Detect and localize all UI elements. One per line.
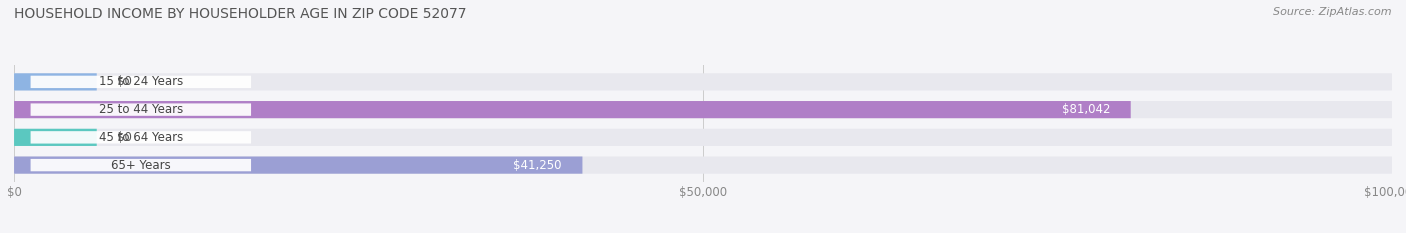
FancyBboxPatch shape (31, 76, 252, 88)
Text: 15 to 24 Years: 15 to 24 Years (98, 75, 183, 88)
Text: $0: $0 (118, 75, 132, 88)
Text: $81,042: $81,042 (1062, 103, 1111, 116)
FancyBboxPatch shape (14, 129, 97, 146)
FancyBboxPatch shape (14, 157, 1392, 174)
FancyBboxPatch shape (14, 101, 1392, 118)
FancyBboxPatch shape (14, 101, 1130, 118)
Text: $0: $0 (118, 131, 132, 144)
FancyBboxPatch shape (31, 103, 252, 116)
FancyBboxPatch shape (14, 73, 97, 90)
FancyBboxPatch shape (14, 73, 1392, 90)
Text: HOUSEHOLD INCOME BY HOUSEHOLDER AGE IN ZIP CODE 52077: HOUSEHOLD INCOME BY HOUSEHOLDER AGE IN Z… (14, 7, 467, 21)
Text: Source: ZipAtlas.com: Source: ZipAtlas.com (1274, 7, 1392, 17)
FancyBboxPatch shape (14, 157, 582, 174)
Text: $41,250: $41,250 (513, 159, 562, 171)
FancyBboxPatch shape (31, 159, 252, 171)
FancyBboxPatch shape (14, 129, 1392, 146)
Text: 65+ Years: 65+ Years (111, 159, 170, 171)
Text: 45 to 64 Years: 45 to 64 Years (98, 131, 183, 144)
FancyBboxPatch shape (31, 131, 252, 144)
Text: 25 to 44 Years: 25 to 44 Years (98, 103, 183, 116)
